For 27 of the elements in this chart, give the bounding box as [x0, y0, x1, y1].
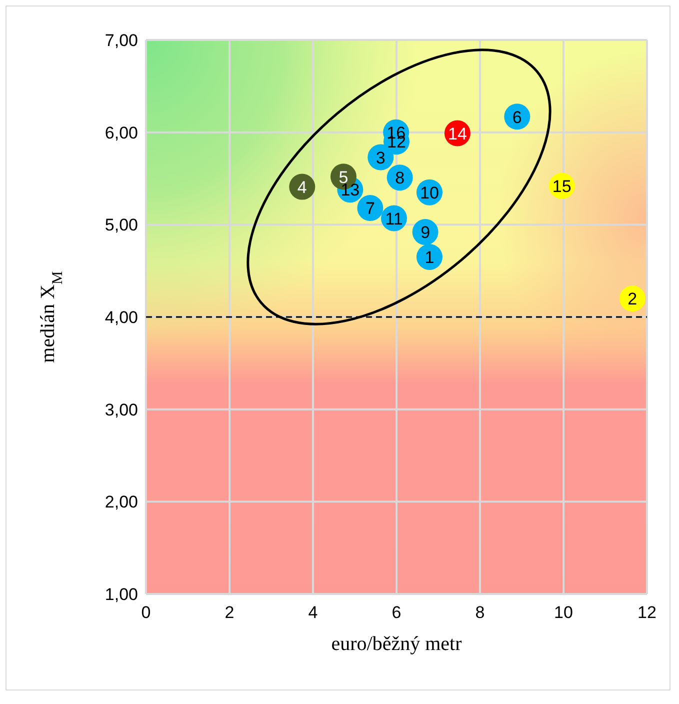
- annotation: 10: [420, 183, 439, 202]
- x-tick-label: 12: [638, 603, 656, 622]
- annotation: 6: [512, 108, 522, 127]
- x-tick-label: 10: [554, 603, 573, 622]
- annotation: 8: [395, 168, 405, 188]
- x-tick-label: 8: [475, 603, 485, 622]
- annotation: 9: [420, 223, 430, 242]
- y-tick-label: 5,00: [104, 216, 138, 235]
- annotation: 2: [628, 290, 638, 309]
- annotation: 11: [385, 209, 403, 228]
- y-tick-label: 4,00: [104, 308, 138, 327]
- annotation: 15: [552, 177, 572, 196]
- annotation: 3: [376, 148, 386, 168]
- x-tick-label: 4: [308, 603, 318, 622]
- x-tick-label: 2: [224, 603, 234, 622]
- annotation: 4: [297, 178, 307, 197]
- x-axis-title: euro/běžný metr: [331, 633, 462, 655]
- x-tick-label: 0: [141, 603, 151, 622]
- y-tick-label: 3,00: [104, 400, 138, 420]
- y-tick-label: 1,00: [104, 584, 138, 604]
- y-tick-label: 7,00: [104, 30, 138, 50]
- y-tick-label: 2,00: [104, 492, 138, 512]
- y-tick-label: 6,00: [104, 123, 138, 142]
- annotation: 14: [448, 124, 467, 144]
- annotation: 7: [365, 199, 375, 218]
- x-tick-label: 6: [392, 603, 402, 622]
- annotation: 1: [424, 248, 434, 268]
